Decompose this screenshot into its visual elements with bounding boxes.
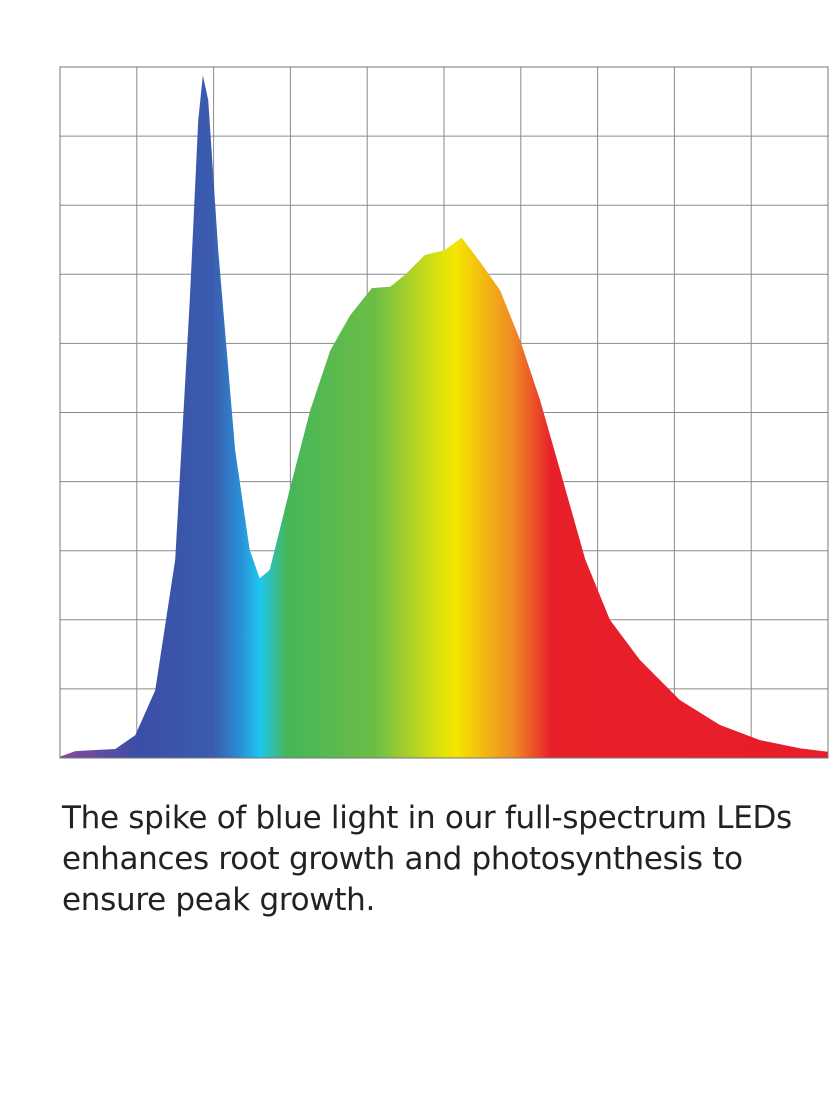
caption-line: ensure peak growth. [62, 882, 376, 918]
plot-frame [59, 66, 829, 759]
caption-line: enhances root growth and photosynthesis … [62, 841, 743, 877]
spectrum-area [60, 75, 828, 759]
chart [59, 66, 829, 759]
caption-line: The spike of blue light in our full-spec… [62, 800, 792, 836]
caption: The spike of blue light in our full-spec… [62, 798, 792, 921]
